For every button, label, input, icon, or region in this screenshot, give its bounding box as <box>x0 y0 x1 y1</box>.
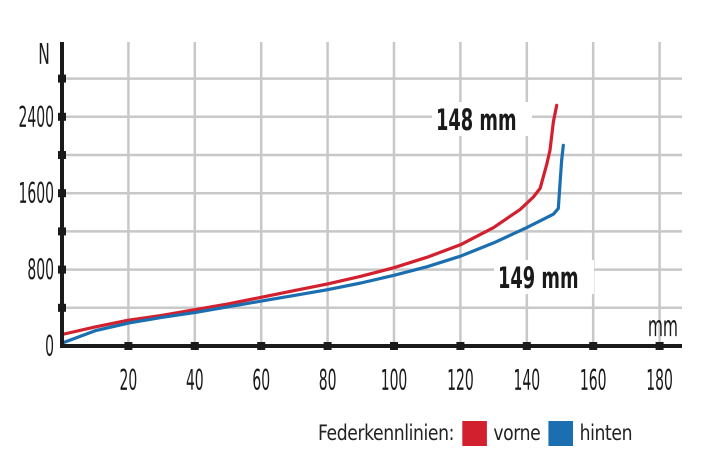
y-tick-label: 0 <box>45 331 54 363</box>
x-tick-label: 120 <box>447 365 474 397</box>
y-tick-mark <box>58 189 66 198</box>
x-tick-mark <box>257 342 266 350</box>
y-tick-label: 2400 <box>19 102 54 134</box>
x-tick-label: 60 <box>252 365 270 397</box>
x-tick-label: 20 <box>120 365 138 397</box>
curves <box>60 103 565 345</box>
y-tick-mark <box>58 227 66 236</box>
y-tick-mark <box>58 74 66 83</box>
curve-hinten <box>60 143 565 345</box>
legend-swatch-vorne <box>462 420 487 446</box>
x-tick-mark <box>190 342 199 350</box>
grid-lines <box>62 42 682 346</box>
x-tick-label: 100 <box>381 365 408 397</box>
annotation-vorne: 148 mm <box>436 102 517 137</box>
x-tick-label: 40 <box>186 365 204 397</box>
x-tick-label: 160 <box>580 365 607 397</box>
legend-title: Federkennlinien: <box>318 421 454 445</box>
x-tick-label: 180 <box>646 365 673 397</box>
x-tick-mark <box>456 342 465 350</box>
x-tick-mark <box>655 342 664 350</box>
y-tick-mark <box>58 303 66 312</box>
y-tick-mark <box>58 151 66 159</box>
legend-label-vorne: vorne <box>493 421 541 445</box>
y-tick-label: 1600 <box>19 178 54 210</box>
legend-swatch-hinten <box>548 420 574 446</box>
annotation-vorne-bg <box>432 102 532 136</box>
legend-label-hinten: hinten <box>579 421 633 445</box>
legend: Federkennlinien: vorne hinten <box>318 418 632 448</box>
x-tick-mark <box>390 342 398 350</box>
annotation-hinten: 149 mm <box>498 260 579 295</box>
x-tick-label: 80 <box>319 365 337 397</box>
x-tick-mark <box>589 342 598 350</box>
x-tick-mark <box>124 342 133 350</box>
annotation-hinten-bg <box>494 260 594 294</box>
curve-vorne <box>60 103 559 337</box>
y-axis-unit: N <box>38 39 50 71</box>
x-tick-mark <box>522 342 531 350</box>
y-tick-label: 800 <box>27 255 54 287</box>
tick-labels: 0 800 1600 2400 20 40 60 80 100 120 140 160 180 Nmm <box>19 39 678 397</box>
annotations: 148 mm 149 mm <box>432 102 594 295</box>
axes <box>58 42 682 350</box>
x-tick-mark <box>323 342 332 350</box>
x-axis-unit: mm <box>648 311 678 343</box>
x-tick-label: 140 <box>514 365 541 397</box>
y-tick-mark <box>58 112 66 121</box>
y-tick-mark <box>58 265 66 274</box>
